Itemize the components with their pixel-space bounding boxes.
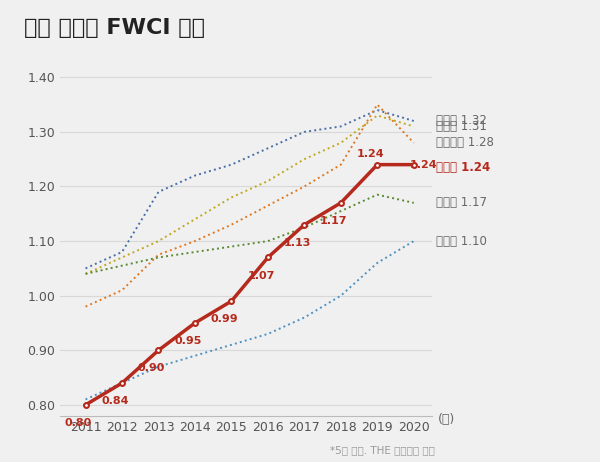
Text: 0.95: 0.95 <box>175 336 202 346</box>
Text: 서울대 1.32: 서울대 1.32 <box>436 115 487 128</box>
Text: 0.84: 0.84 <box>101 396 129 406</box>
Text: 1.24: 1.24 <box>356 148 384 158</box>
Text: 1.17: 1.17 <box>320 216 347 226</box>
Text: 0.90: 0.90 <box>138 363 165 373</box>
Text: 고려대 1.31: 고려대 1.31 <box>436 120 487 133</box>
Text: 한양대 1.10: 한양대 1.10 <box>436 235 487 248</box>
Text: 0.99: 0.99 <box>211 314 238 324</box>
Text: 성균관대 1.28: 성균관대 1.28 <box>436 136 494 149</box>
Text: 연세대 1.17: 연세대 1.17 <box>436 196 487 209</box>
Text: (년): (년) <box>437 413 455 426</box>
Text: 1.13: 1.13 <box>284 238 311 248</box>
Text: 1.24: 1.24 <box>410 160 437 170</box>
Text: 1.07: 1.07 <box>247 271 275 280</box>
Text: 국내 종합대 FWCI 추이: 국내 종합대 FWCI 추이 <box>24 18 205 38</box>
Text: *5년 평균. THE 평가실적 반영: *5년 평균. THE 평가실적 반영 <box>330 445 435 455</box>
Text: 경희대 1.24: 경희대 1.24 <box>436 161 490 174</box>
Text: 0.80: 0.80 <box>65 418 92 428</box>
